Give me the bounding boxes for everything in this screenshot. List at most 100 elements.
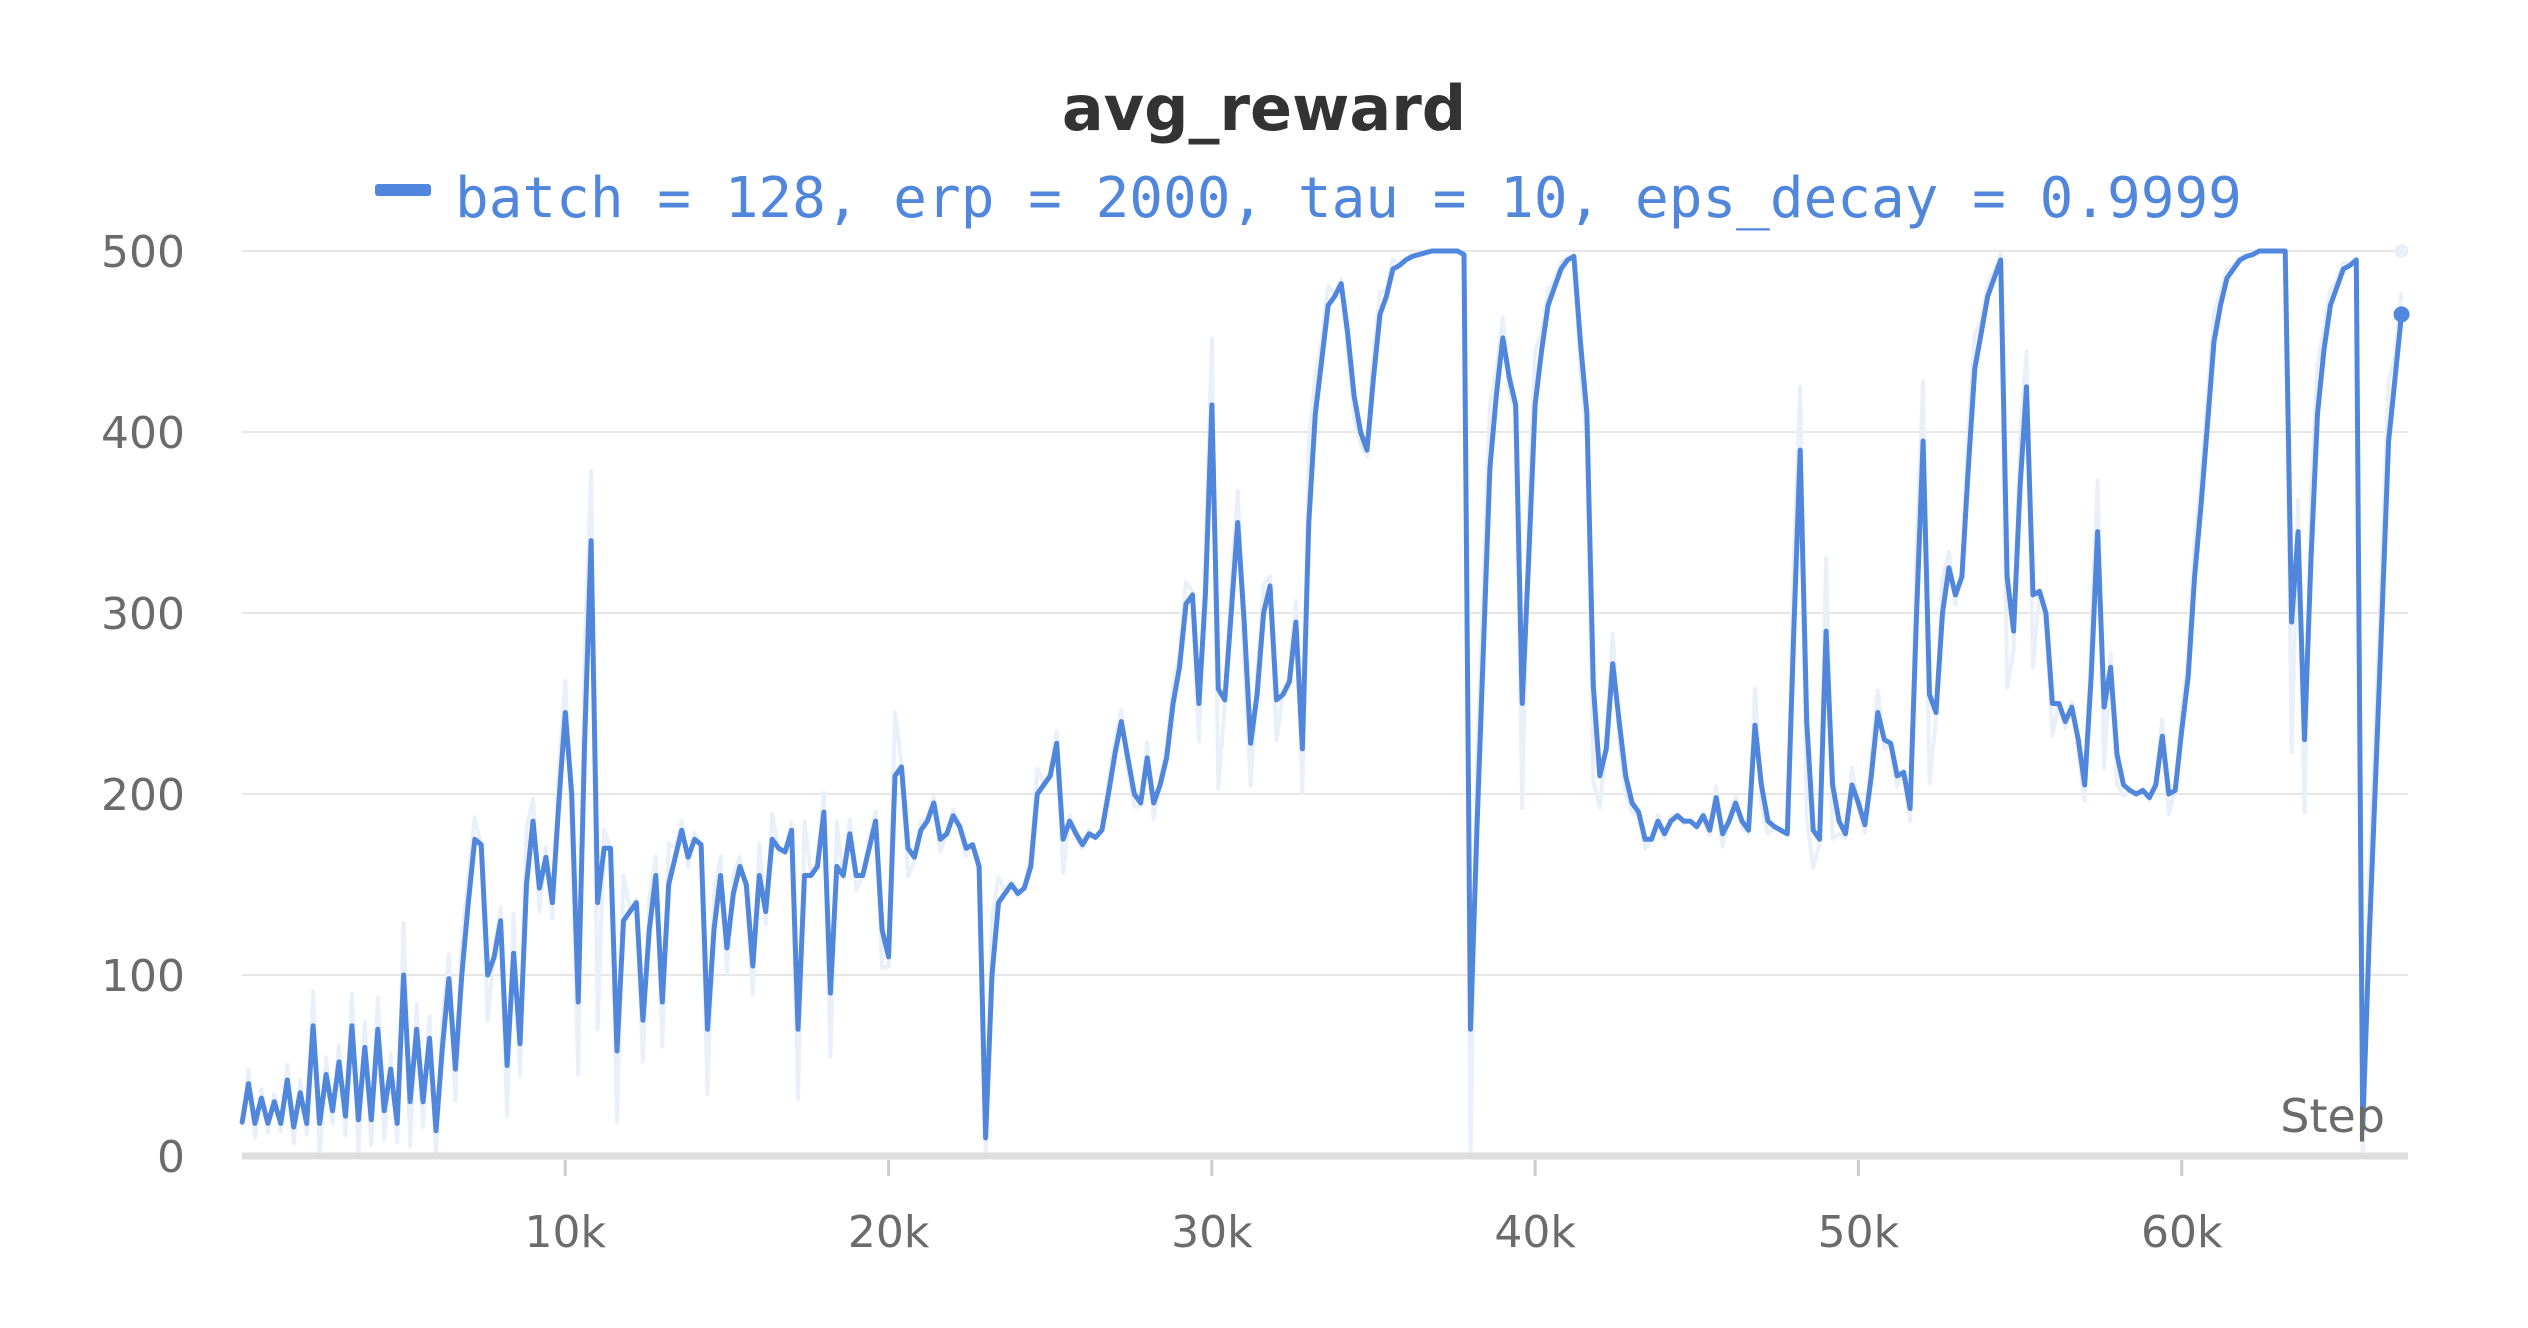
y-tick-label: 300 bbox=[101, 589, 185, 640]
data-point bbox=[1617, 720, 1621, 724]
data-point bbox=[2244, 254, 2248, 258]
data-point bbox=[1139, 801, 1143, 805]
data-point bbox=[1656, 819, 1660, 823]
data-point bbox=[589, 539, 593, 543]
data-point bbox=[932, 801, 936, 805]
data-point bbox=[938, 837, 942, 841]
data-point bbox=[240, 1121, 244, 1125]
data-point bbox=[544, 855, 548, 859]
data-point bbox=[2328, 303, 2332, 307]
data-point bbox=[1727, 819, 1731, 823]
data-point bbox=[686, 855, 690, 859]
grid bbox=[242, 250, 2408, 976]
data-point bbox=[2206, 421, 2210, 425]
data-point bbox=[279, 1121, 283, 1125]
data-point bbox=[1947, 566, 1951, 570]
data-point bbox=[1675, 814, 1679, 818]
data-point bbox=[990, 973, 994, 977]
data-point bbox=[2173, 788, 2177, 792]
data-point bbox=[1520, 702, 1524, 705]
data-point bbox=[2122, 783, 2125, 787]
data-point bbox=[1359, 430, 1363, 434]
data-point bbox=[1397, 264, 1401, 267]
data-point bbox=[2264, 249, 2268, 253]
data-point bbox=[1514, 403, 1518, 407]
data-point bbox=[1171, 702, 1175, 705]
data-point bbox=[1856, 801, 1860, 805]
data-point bbox=[1934, 711, 1938, 714]
data-point bbox=[259, 1096, 263, 1100]
data-point bbox=[1346, 330, 1350, 334]
data-point bbox=[693, 837, 697, 841]
data-point bbox=[583, 738, 587, 742]
data-point bbox=[1973, 367, 1977, 371]
data-point bbox=[1792, 629, 1796, 633]
data-point bbox=[2186, 674, 2190, 678]
data-point bbox=[906, 846, 910, 850]
data-point bbox=[654, 874, 658, 877]
data-point bbox=[1203, 593, 1207, 597]
data-point bbox=[1850, 783, 1854, 787]
data-point bbox=[247, 1082, 250, 1086]
data-point bbox=[1152, 801, 1156, 805]
data-point bbox=[1333, 294, 1337, 298]
data-point bbox=[421, 1100, 425, 1104]
data-point bbox=[2057, 702, 2061, 705]
data-point bbox=[1462, 253, 1466, 257]
data-point bbox=[2044, 611, 2048, 615]
data-point bbox=[473, 837, 477, 841]
data-point bbox=[712, 928, 716, 932]
data-point bbox=[1662, 832, 1666, 836]
data-point bbox=[1100, 828, 1104, 832]
data-point bbox=[389, 1067, 393, 1071]
data-point bbox=[1119, 720, 1123, 724]
data-point bbox=[1507, 376, 1511, 380]
data-point bbox=[977, 864, 981, 868]
data-point bbox=[602, 846, 606, 850]
data-point bbox=[512, 951, 516, 955]
y-tick-label: 500 bbox=[101, 227, 185, 278]
legend-swatch bbox=[375, 184, 431, 196]
data-point bbox=[1701, 814, 1705, 818]
data-point bbox=[292, 1125, 296, 1129]
data-point bbox=[2089, 674, 2093, 678]
data-point bbox=[673, 855, 677, 859]
data-point bbox=[660, 1000, 664, 1004]
data-point bbox=[563, 711, 567, 714]
data-point bbox=[1022, 886, 1026, 890]
data-point bbox=[964, 846, 968, 850]
data-point bbox=[311, 1024, 315, 1028]
data-point bbox=[1035, 792, 1039, 796]
data-point bbox=[1074, 832, 1078, 836]
data-point bbox=[2154, 783, 2158, 787]
y-tick-label: 100 bbox=[101, 951, 185, 1002]
data-point bbox=[1113, 752, 1117, 756]
data-point bbox=[1087, 832, 1091, 836]
data-point bbox=[2296, 530, 2300, 534]
data-point bbox=[1313, 412, 1317, 416]
data-point bbox=[958, 825, 962, 829]
data-point bbox=[609, 846, 612, 850]
data-point bbox=[570, 792, 574, 796]
data-point bbox=[854, 874, 858, 877]
data-point bbox=[492, 955, 496, 959]
data-point bbox=[2374, 774, 2378, 778]
data-point bbox=[822, 810, 826, 814]
data-point bbox=[1837, 819, 1841, 823]
data-point bbox=[2005, 575, 2009, 579]
data-point bbox=[1824, 629, 1828, 633]
data-point bbox=[2212, 340, 2216, 343]
data-point bbox=[1869, 774, 1873, 778]
data-point bbox=[815, 864, 819, 868]
data-point bbox=[1132, 792, 1136, 796]
data-point bbox=[1281, 693, 1285, 696]
data-point bbox=[1863, 823, 1867, 827]
data-point bbox=[350, 1024, 354, 1028]
data-point bbox=[1805, 720, 1809, 724]
data-point bbox=[706, 1027, 709, 1031]
legend: batch = 128, erp = 2000, tau = 10, eps_d… bbox=[375, 166, 2242, 231]
data-point bbox=[1216, 687, 1220, 691]
data-point bbox=[453, 1067, 457, 1071]
data-point bbox=[324, 1073, 328, 1076]
